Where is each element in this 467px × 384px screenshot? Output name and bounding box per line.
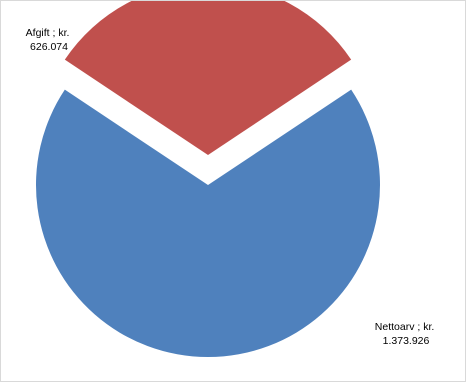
slice-label-nettoarv-value: 1.373.926 bbox=[383, 335, 430, 347]
slice-label-afgift: Afgift ; kr. 626.074 bbox=[26, 27, 73, 53]
slice-label-nettoarv-name: Nettoarv ; kr. bbox=[375, 321, 435, 333]
slice-label-afgift-name: Afgift ; kr. bbox=[26, 27, 70, 39]
pie-slice-nettoarv bbox=[35, 89, 381, 358]
pie-slice-afgift bbox=[64, 1, 352, 155]
pie-slices bbox=[35, 1, 381, 358]
slice-label-nettoarv: Nettoarv ; kr. 1.373.926 bbox=[375, 321, 437, 347]
pie-data-labels: Afgift ; kr. 626.074 Nettoarv ; kr. 1.37… bbox=[26, 27, 437, 347]
slice-label-afgift-value: 626.074 bbox=[30, 41, 68, 53]
